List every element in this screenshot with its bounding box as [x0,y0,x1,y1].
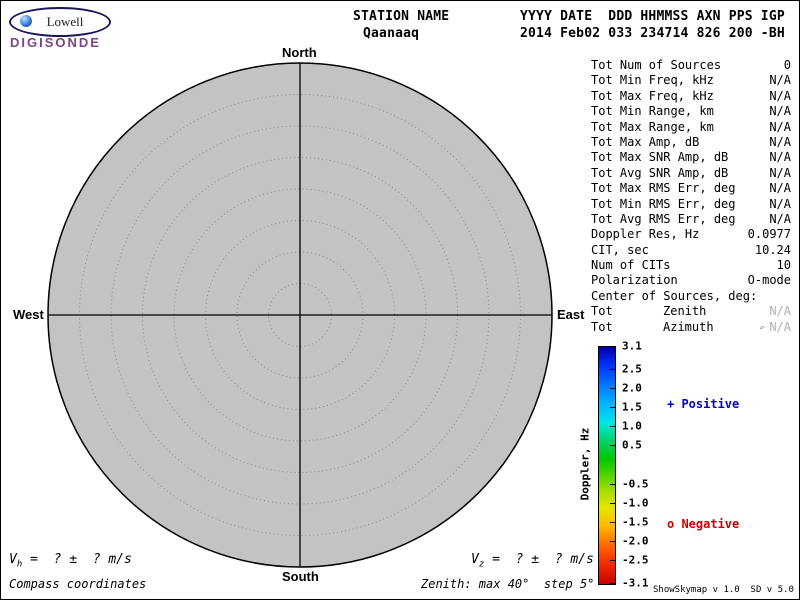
stat-row: Num of CITs 10 [591,258,791,273]
stat-row: Tot Max SNR Amp, dB N/A [591,150,791,165]
stat-row: Tot Avg SNR Amp, dB N/A [591,166,791,181]
version-label: ShowSkymap v 1.0 SD v 5.0 [653,585,794,595]
colorbar-title: Doppler, Hz [578,427,592,501]
stats-rows: Tot Num of Sources 0 Tot Min Freq, kHz N/A T… [591,58,791,289]
digisonde-brand: DIGISONDE [10,35,101,50]
stat-value: 10.24 [754,242,791,257]
stat-label: Tot Max RMS Err, deg [591,181,736,196]
lowell-logo: Lowell [9,7,111,37]
stat-value: 0.0977 [747,227,791,242]
center-row: Tot Azimuth ↶ N/A [591,320,791,335]
header-columns-value: 2014 Feb02 033 234714 826 200 -BH [520,26,785,41]
stat-value: N/A [769,73,791,88]
stat-label: Tot Min RMS Err, deg [591,196,736,211]
center-of-sources-header: Center of Sources, deg: [591,289,791,304]
stat-label: Polarization [591,273,678,288]
stat-label: Num of CITs [591,258,671,273]
stat-label: Tot Avg SNR Amp, dB [591,165,729,180]
stat-row: Polarization O-mode [591,273,791,288]
coordinates-note: Compass coordinates [9,577,147,591]
lowell-logo-text: Lowell [46,14,84,29]
compass-north-label: North [282,45,317,60]
zenith-scale-note: Zenith: max 40° step 5° [421,577,595,591]
legend-negative: o Negative [667,517,740,531]
center-row-label: Tot [591,319,613,334]
center-row: Tot Zenith N/A [591,304,791,319]
stat-row: Doppler Res, Hz 0.0977 [591,227,791,242]
legend-positive: + Positive [667,397,740,411]
stat-value: N/A [769,88,791,103]
stat-label: Tot Min Freq, kHz [591,73,714,88]
stat-row: Tot Min Freq, kHz N/A [591,73,791,88]
stat-row: Tot Min RMS Err, deg N/A [591,197,791,212]
stat-label: CIT, sec [591,242,649,257]
stat-value: N/A [769,196,791,211]
stat-label: Tot Max Amp, dB [591,134,700,149]
vh-symbol: V [9,552,17,567]
compass-east-label: East [557,307,585,322]
vh-subscript: h [16,559,23,570]
center-rows: Tot Zenith N/A Tot Azimuth ↶ N/A [591,304,791,335]
vz-value: = ? ± ? m/s [484,552,594,567]
compass-south-label: South [282,569,319,584]
vz-velocity-readout: Vz = ? ± ? m/s [471,552,594,570]
stat-label: Tot Min Range, km [591,104,714,119]
globe-icon [20,15,32,27]
stat-value: N/A [769,134,791,149]
vh-velocity-readout: Vh = ? ± ? m/s [9,552,132,570]
center-row-sublabel: Azimuth [663,319,714,334]
center-row-sublabel: Zenith [663,304,707,319]
stat-value: N/A [769,119,791,134]
stat-value: N/A [769,104,791,119]
stat-label: Tot Max SNR Amp, dB [591,150,729,165]
center-of-sources-label: Center of Sources, deg: [591,288,758,303]
stat-row: Tot Avg RMS Err, deg N/A [591,212,791,227]
station-name-value: Qaanaaq [363,26,420,41]
center-row-value: ↶ N/A [759,319,791,334]
stat-label: Tot Max Range, km [591,119,714,134]
center-row-label: Tot [591,304,613,319]
stat-row: Tot Min Range, km N/A [591,104,791,119]
vz-subscript: z [478,559,485,570]
stat-row: CIT, sec 10.24 [591,243,791,258]
stat-value: N/A [769,211,791,226]
stat-value: N/A [769,165,791,180]
stat-row: Tot Max Amp, dB N/A [591,135,791,150]
stat-label: Tot Max Freq, kHz [591,88,714,103]
stat-value: N/A [769,150,791,165]
stat-row: Tot Num of Sources 0 [591,58,791,73]
stat-value: 0 [783,58,791,72]
vh-value: = ? ± ? m/s [22,552,132,567]
stat-value: N/A [769,181,791,196]
stat-value: 10 [776,258,791,273]
stat-row: Tot Max RMS Err, deg N/A [591,181,791,196]
compass-west-label: West [13,307,44,322]
stat-label: Tot Num of Sources [591,58,722,72]
stats-panel: Tot Num of Sources 0 Tot Min Freq, kHz N/A T… [591,58,791,335]
azimuth-direction-icon: ↶ [759,322,766,334]
stat-label: Doppler Res, Hz [591,227,700,242]
center-row-value: N/A [769,304,791,319]
doppler-colorbar [598,346,616,585]
station-name-label: STATION NAME [353,9,450,24]
vz-symbol: V [471,552,479,567]
stat-label: Tot Avg RMS Err, deg [591,211,736,226]
stat-row: Tot Max Range, km N/A [591,120,791,135]
stat-row: Tot Max Freq, kHz N/A [591,89,791,104]
stat-value: O-mode [747,273,791,288]
header-columns-label: YYYY DATE DDD HHMMSS AXN PPS IGP [520,9,785,24]
